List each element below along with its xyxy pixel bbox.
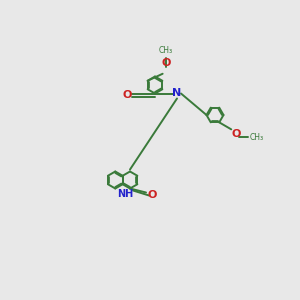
Text: CH₃: CH₃ xyxy=(159,46,173,55)
Text: O: O xyxy=(122,89,132,100)
Text: N: N xyxy=(172,88,182,98)
Text: O: O xyxy=(162,58,171,68)
Text: NH: NH xyxy=(118,189,134,199)
Text: O: O xyxy=(147,190,157,200)
Text: O: O xyxy=(232,129,241,140)
Text: CH₃: CH₃ xyxy=(249,133,263,142)
